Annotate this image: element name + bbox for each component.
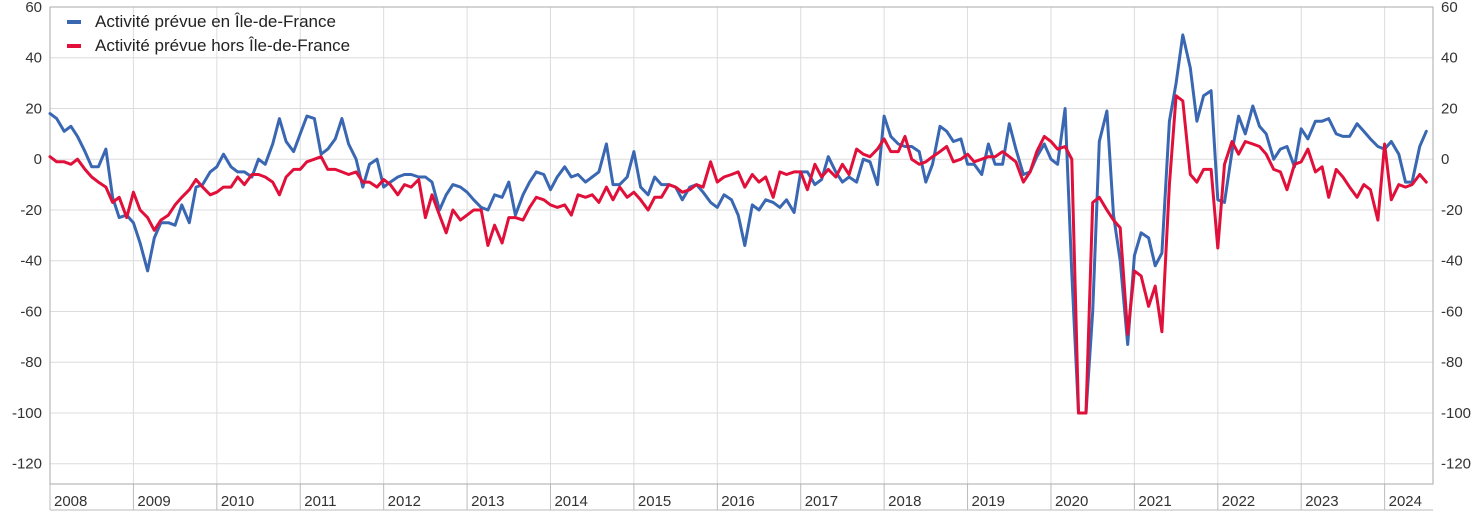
y-tick-label-right: -20 [1441,202,1463,219]
y-tick-label-right: -120 [1441,456,1471,473]
series-line-hors-ile-de-france [48,94,1428,415]
x-tick-label: 2021 [1138,493,1171,510]
y-tick-label-right: 0 [1441,151,1449,168]
y-tick-label-left: -20 [20,202,42,219]
y-tick-label-right: 60 [1441,0,1458,16]
series-layer [48,33,1428,415]
y-tick-label-right: -60 [1441,303,1463,320]
x-tick-label: 2008 [54,493,87,510]
x-tick-label: 2019 [972,493,1005,510]
y-tick-label-left: -120 [12,456,42,473]
y-tick-label-right: -40 [1441,253,1463,270]
x-tick-label: 2014 [554,493,587,510]
x-tick-label: 2016 [721,493,754,510]
y-tick-label-left: -60 [20,303,42,320]
y-tick-label-right: 40 [1441,50,1458,67]
y-tick-label-right: -80 [1441,354,1463,371]
plot-frame [49,6,1434,485]
x-tick-label: 2012 [388,493,421,510]
y-tick-label-right: 20 [1441,100,1458,117]
y-tick-label-left: -80 [20,354,42,371]
x-tick-label: 2023 [1305,493,1338,510]
x-tick-label: 2024 [1389,493,1422,510]
grid [50,6,1433,484]
x-tick-label: 2017 [805,493,838,510]
y-tick-label-left: 0 [34,151,42,168]
x-tick-label: 2011 [304,493,336,510]
legend-label: Activité prévue en Île-de-France [95,12,336,31]
y-tick-label-left: -100 [12,405,42,422]
x-tick-label: 2022 [1222,493,1255,510]
x-tick-label: 2015 [638,493,671,510]
legend-label: Activité prévue hors Île-de-France [95,36,350,55]
y-tick-label-right: -100 [1441,405,1471,422]
y-tick-label-left: 20 [25,100,42,117]
y-tick-label-left: -40 [20,253,42,270]
series-line-ile-de-france [48,33,1428,415]
y-tick-label-left: 60 [25,0,42,16]
x-tick-label: 2013 [471,493,504,510]
legend: Activité prévue en Île-de-France Activité… [67,12,350,55]
x-tick-label: 2010 [221,493,254,510]
y-tick-label-left: 40 [25,50,42,67]
x-tick-label: 2020 [1055,493,1088,510]
x-tick-label: 2018 [888,493,921,510]
x-tick-label: 2009 [137,493,170,510]
